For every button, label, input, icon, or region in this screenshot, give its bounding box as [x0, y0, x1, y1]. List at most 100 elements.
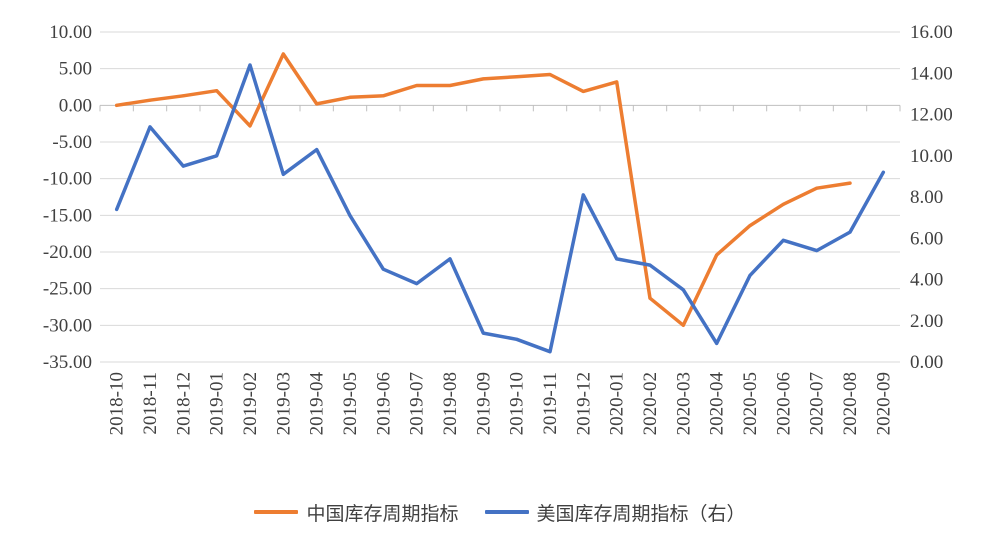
y-right-tick-label: 14.00 — [910, 63, 953, 84]
data-point-china — [581, 89, 585, 93]
data-point-us — [615, 257, 619, 261]
y-right-tick-label: 6.00 — [910, 228, 943, 249]
y-right-tick-label: 12.00 — [910, 105, 953, 126]
x-tick-label: 2019-09 — [473, 372, 494, 435]
data-point-us — [281, 172, 285, 176]
legend-label-us: 美国库存周期指标（右） — [536, 502, 746, 525]
series-lines — [114, 52, 886, 354]
x-tick-label: 2020-02 — [640, 372, 661, 435]
data-point-us — [448, 257, 452, 261]
data-point-china — [548, 73, 552, 77]
data-point-us — [848, 230, 852, 234]
data-point-china — [115, 103, 119, 107]
x-tick-label: 2019-07 — [407, 372, 428, 435]
data-point-china — [348, 95, 352, 99]
data-point-us — [315, 148, 319, 152]
data-point-china — [481, 77, 485, 81]
legend-swatch-china — [254, 510, 299, 514]
data-point-china — [281, 52, 285, 56]
data-point-china — [215, 89, 219, 93]
data-point-us — [881, 170, 885, 174]
legend-label-china: 中国库存周期指标 — [306, 502, 459, 525]
data-point-china — [715, 253, 719, 257]
x-tick-label: 2019-12 — [573, 372, 594, 435]
y-axis-right: 16.00 14.00 12.00 10.00 8.00 6.00 4.00 2.00 0.00 — [910, 22, 953, 373]
data-point-us — [515, 337, 519, 341]
data-point-us — [215, 154, 219, 158]
data-point-china — [181, 94, 185, 98]
x-tick-label: 2020-04 — [707, 372, 728, 436]
line-chart: 2018-10 2018-11 2018-12 2019-01 2019-02 2019-… — [43, 22, 953, 436]
y-left-tick-label: 0.00 — [59, 95, 92, 116]
x-tick-label: 2020-01 — [607, 372, 628, 435]
x-tick-label: 2019-06 — [373, 372, 394, 435]
x-tick-label: 2019-03 — [273, 372, 294, 435]
data-point-us — [548, 350, 552, 354]
data-point-us — [648, 263, 652, 267]
data-point-china — [748, 224, 752, 228]
x-tick-label: 2020-05 — [740, 372, 761, 435]
y-right-tick-label: 0.00 — [910, 352, 943, 373]
data-point-us — [415, 282, 419, 286]
y-left-tick-label: -25.00 — [43, 279, 92, 300]
data-point-us — [481, 331, 485, 335]
x-tick-label: 2020-06 — [773, 372, 794, 435]
x-tick-label: 2019-04 — [307, 372, 328, 436]
data-point-china — [381, 94, 385, 98]
data-point-us — [581, 193, 585, 197]
data-point-us — [681, 288, 685, 292]
x-tick-label: 2020-03 — [673, 372, 694, 435]
x-axis: 2018-10 2018-11 2018-12 2019-01 2019-02 2019-… — [99, 104, 901, 436]
y-axis-left: 10.00 5.00 0.00 -5.00 -10.00 -15.00 -20.00 -25.… — [43, 22, 92, 373]
data-point-china — [515, 75, 519, 79]
x-tick-label: 2019-01 — [207, 372, 228, 435]
data-point-us — [748, 273, 752, 277]
data-point-us — [715, 341, 719, 345]
data-point-china — [448, 84, 452, 88]
data-point-china — [681, 323, 685, 327]
y-left-tick-label: -30.00 — [43, 315, 92, 336]
data-point-china — [315, 102, 319, 106]
x-tick-label: 2019-08 — [440, 372, 461, 435]
data-point-us — [348, 214, 352, 218]
y-left-tick-label: -15.00 — [43, 205, 92, 226]
data-point-us — [815, 249, 819, 253]
y-right-tick-label: 2.00 — [910, 311, 943, 332]
data-point-china — [848, 181, 852, 185]
data-point-china — [248, 124, 252, 128]
data-point-china — [415, 84, 419, 88]
data-point-china — [781, 202, 785, 206]
x-tick-label: 2019-02 — [240, 372, 261, 435]
data-point-us — [781, 238, 785, 242]
x-tick-label: 2019-10 — [507, 372, 528, 435]
series-line-us — [114, 63, 886, 354]
series-line-china — [114, 52, 852, 328]
legend: 中国库存周期指标 美国库存周期指标（右） — [0, 497, 1000, 527]
x-tick-label: 2020-08 — [840, 372, 861, 435]
legend-item-china: 中国库存周期指标 — [254, 499, 459, 526]
x-tick-label: 2019-11 — [540, 372, 561, 435]
x-tick-label: 2020-09 — [873, 372, 894, 435]
y-left-tick-label: -35.00 — [43, 352, 92, 373]
y-right-tick-label: 10.00 — [910, 146, 953, 167]
x-tick-label: 2018-10 — [107, 372, 128, 435]
y-left-tick-label: 10.00 — [49, 22, 92, 43]
data-point-us — [248, 63, 252, 67]
y-right-tick-label: 16.00 — [910, 22, 953, 43]
y-left-tick-label: -5.00 — [52, 132, 92, 153]
data-point-china — [615, 80, 619, 84]
y-left-tick-label: 5.00 — [59, 59, 92, 80]
data-point-china — [148, 98, 152, 102]
x-tick-label: 2018-12 — [173, 372, 194, 435]
y-left-tick-label: -10.00 — [43, 169, 92, 190]
y-left-tick-label: -20.00 — [43, 242, 92, 263]
x-tick-label: 2019-05 — [340, 372, 361, 435]
legend-swatch-us — [484, 510, 529, 514]
data-point-china — [815, 186, 819, 190]
x-tick-label: 2020-07 — [807, 372, 828, 435]
y-right-tick-label: 4.00 — [910, 270, 943, 291]
gridlines — [100, 31, 900, 363]
data-point-us — [381, 267, 385, 271]
data-point-us — [181, 164, 185, 168]
y-right-tick-label: 8.00 — [910, 187, 943, 208]
